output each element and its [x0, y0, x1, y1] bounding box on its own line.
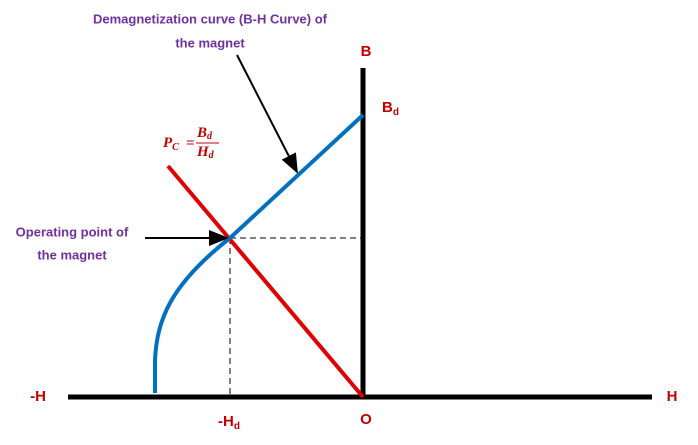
- formula-sub: d: [207, 131, 213, 142]
- hd-label: -Hd: [218, 413, 240, 432]
- label-sub: d: [234, 421, 240, 432]
- formula-b: B: [196, 125, 207, 141]
- axis-label: -H: [30, 388, 46, 405]
- formula-sub: d: [209, 150, 215, 161]
- bh-curve: [153, 113, 365, 393]
- axis-label: B: [361, 43, 372, 60]
- formula-eq: =: [186, 135, 195, 151]
- formula-lhs: PC: [163, 135, 179, 153]
- formula-p: P: [163, 135, 173, 151]
- operating-label: Operating point of: [16, 224, 129, 239]
- label-main: -H: [218, 413, 234, 430]
- label-main: B: [382, 99, 393, 116]
- formula-num: Bd: [196, 125, 213, 142]
- load-line: [166, 164, 365, 399]
- formula-sub: C: [172, 142, 179, 153]
- curve-label: the magnet: [175, 35, 245, 50]
- origin-label: O: [360, 411, 372, 428]
- formula-h: H: [196, 144, 210, 160]
- label-sub: d: [393, 107, 399, 118]
- axis-label: H: [667, 388, 678, 405]
- operating-label: the magnet: [37, 247, 107, 262]
- curve-label: Demagnetization curve (B-H Curve) of: [93, 11, 328, 26]
- formula-den: Hd: [196, 144, 215, 161]
- arrow: [236, 54, 298, 174]
- bd-label: Bd: [382, 99, 399, 118]
